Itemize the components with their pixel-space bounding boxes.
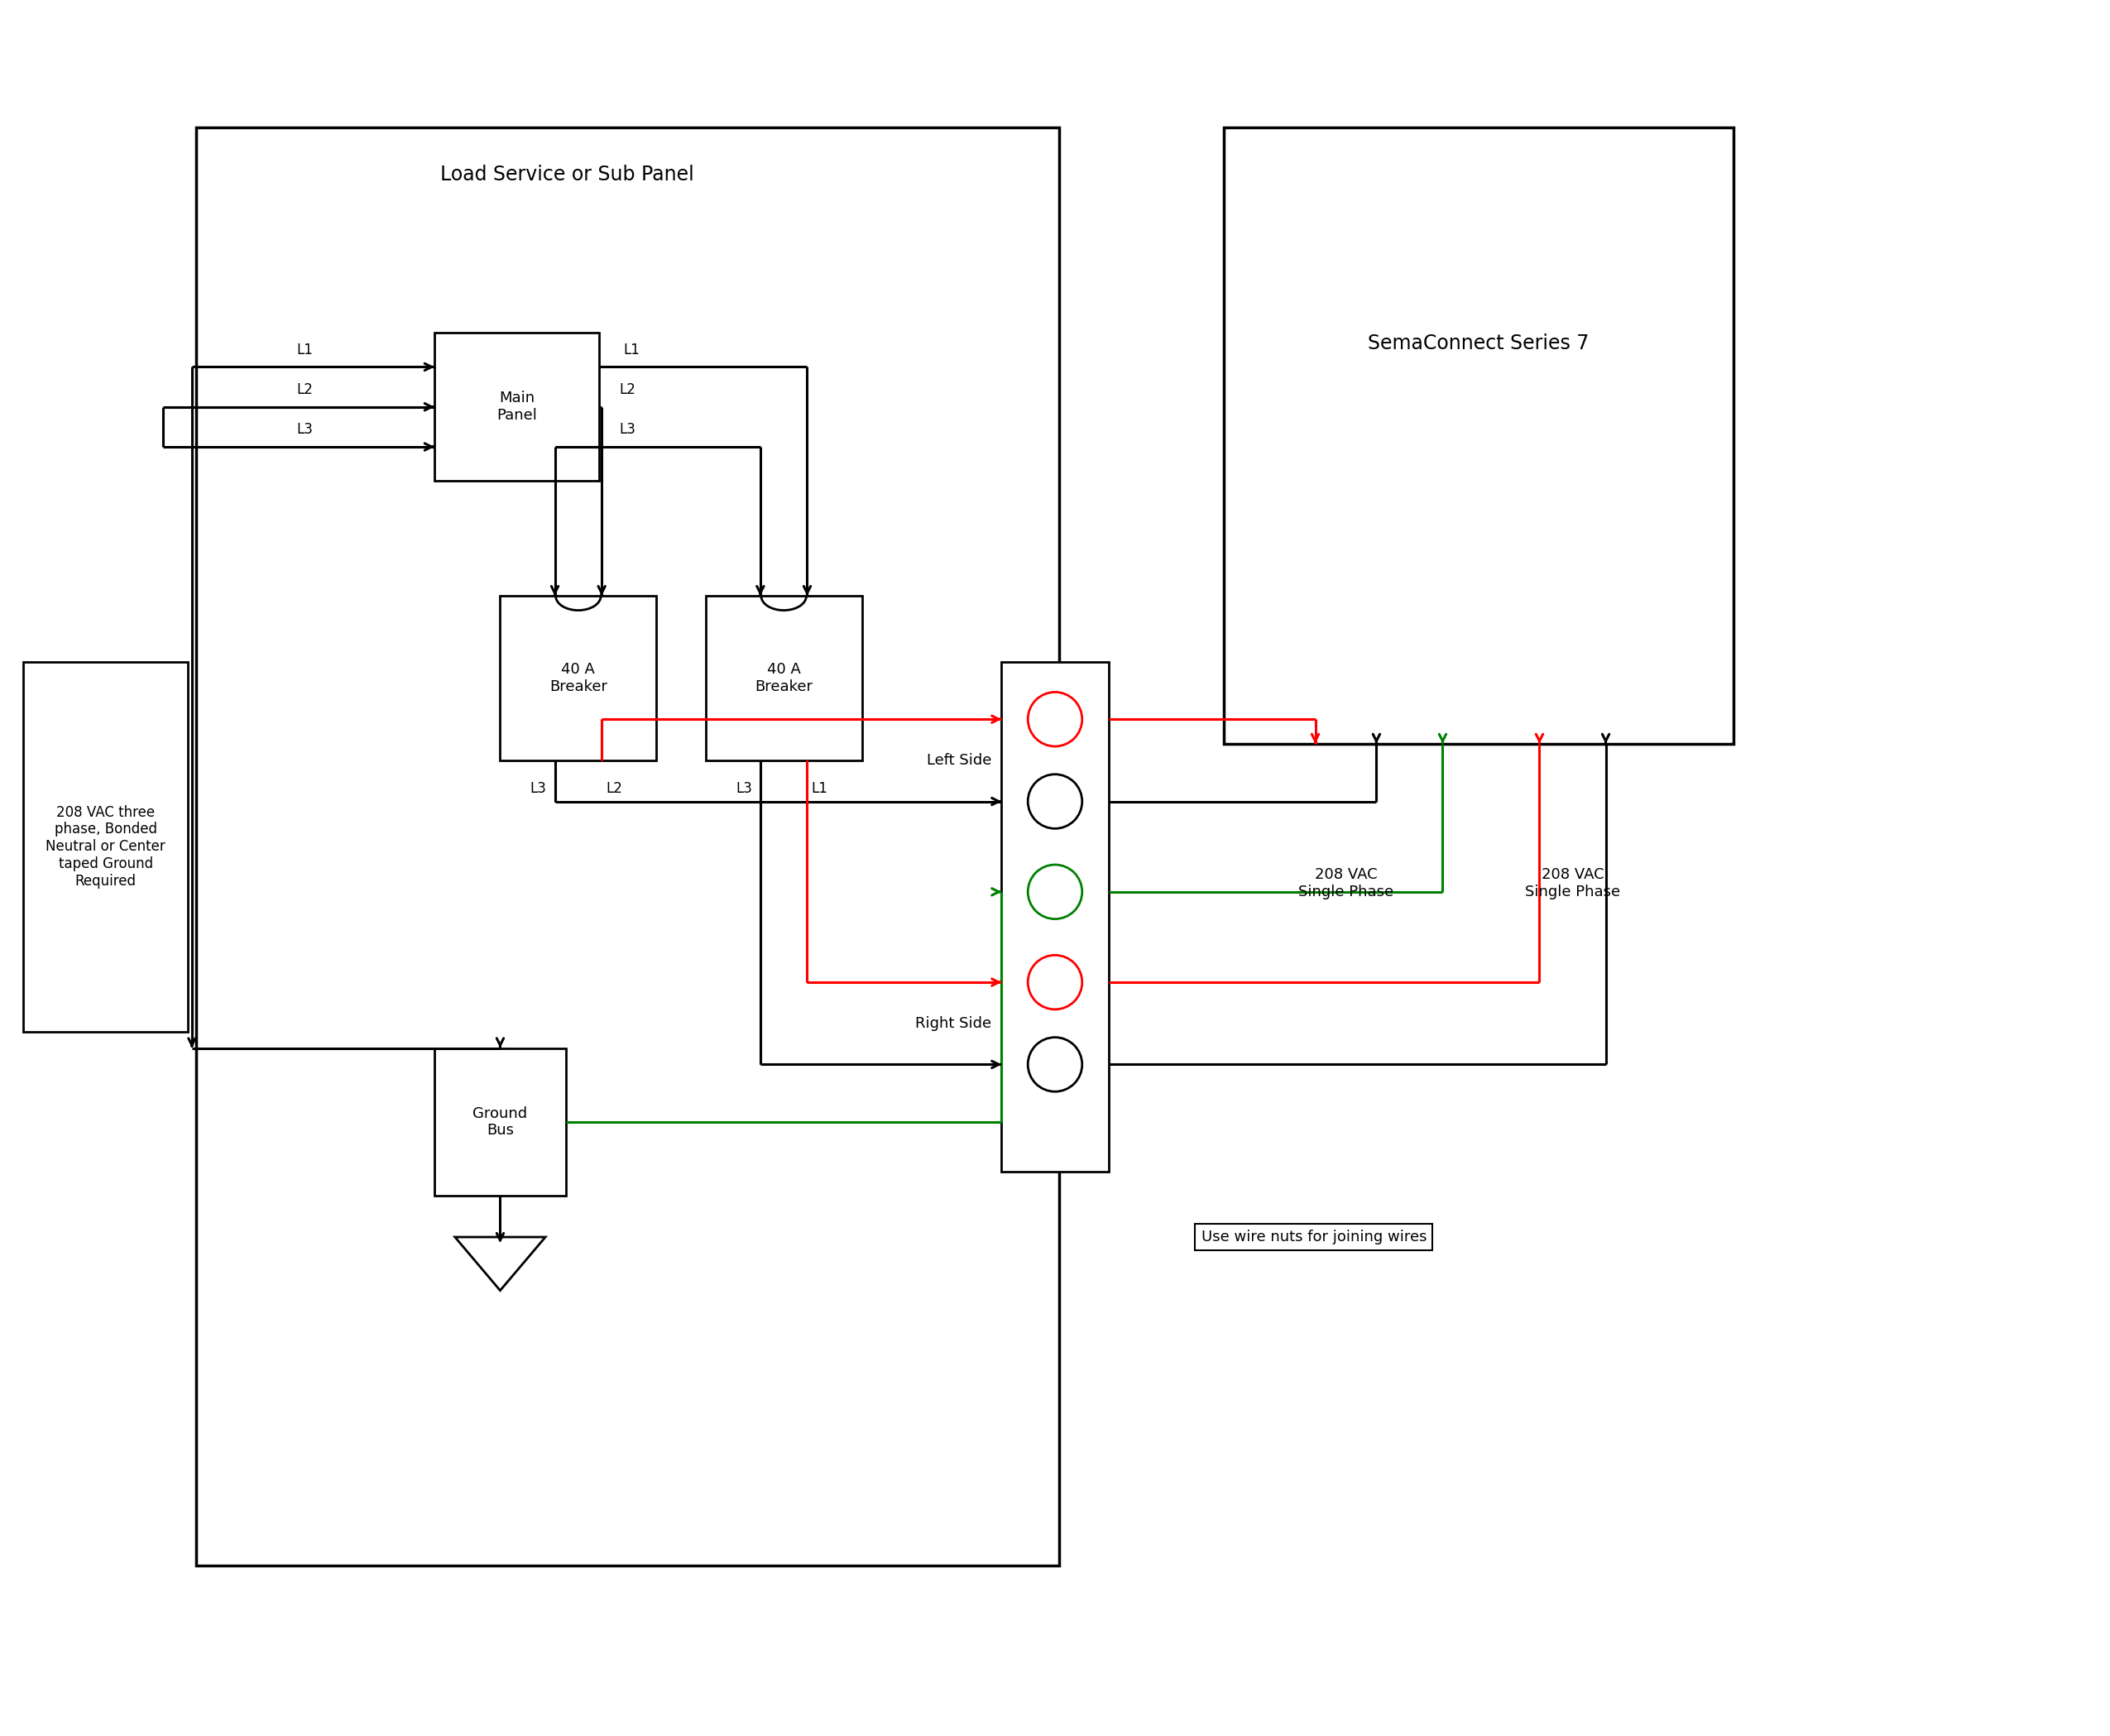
- Text: 208 VAC
Single Phase: 208 VAC Single Phase: [1526, 868, 1620, 899]
- Text: L3: L3: [530, 781, 546, 795]
- Text: L3: L3: [620, 422, 635, 437]
- Text: L1: L1: [622, 342, 639, 358]
- Text: Right Side: Right Side: [916, 1016, 992, 1031]
- Text: SemaConnect Series 7: SemaConnect Series 7: [1367, 333, 1589, 352]
- Bar: [1002, 661, 1108, 1172]
- Bar: [435, 333, 599, 481]
- Text: Use wire nuts for joining wires: Use wire nuts for joining wires: [1201, 1229, 1426, 1245]
- Bar: [500, 595, 656, 760]
- Bar: [23, 661, 188, 1031]
- Bar: [705, 595, 861, 760]
- Text: L2: L2: [606, 781, 622, 795]
- Text: 208 VAC
Single Phase: 208 VAC Single Phase: [1298, 868, 1393, 899]
- Text: L3: L3: [298, 422, 312, 437]
- Text: Load Service or Sub Panel: Load Service or Sub Panel: [441, 165, 694, 184]
- Text: L1: L1: [298, 342, 312, 358]
- Bar: [435, 1049, 565, 1196]
- Bar: [196, 127, 1059, 1566]
- Text: 40 A
Breaker: 40 A Breaker: [549, 661, 608, 694]
- Text: Main
Panel: Main Panel: [496, 391, 536, 424]
- Text: 40 A
Breaker: 40 A Breaker: [755, 661, 812, 694]
- Text: L1: L1: [810, 781, 827, 795]
- Text: Ground
Bus: Ground Bus: [473, 1106, 528, 1139]
- Text: L2: L2: [620, 382, 635, 398]
- Text: L2: L2: [298, 382, 312, 398]
- Text: L3: L3: [736, 781, 751, 795]
- Text: 208 VAC three
phase, Bonded
Neutral or Center
taped Ground
Required: 208 VAC three phase, Bonded Neutral or C…: [46, 806, 165, 889]
- Bar: [1224, 127, 1732, 745]
- Text: Left Side: Left Side: [926, 753, 992, 767]
